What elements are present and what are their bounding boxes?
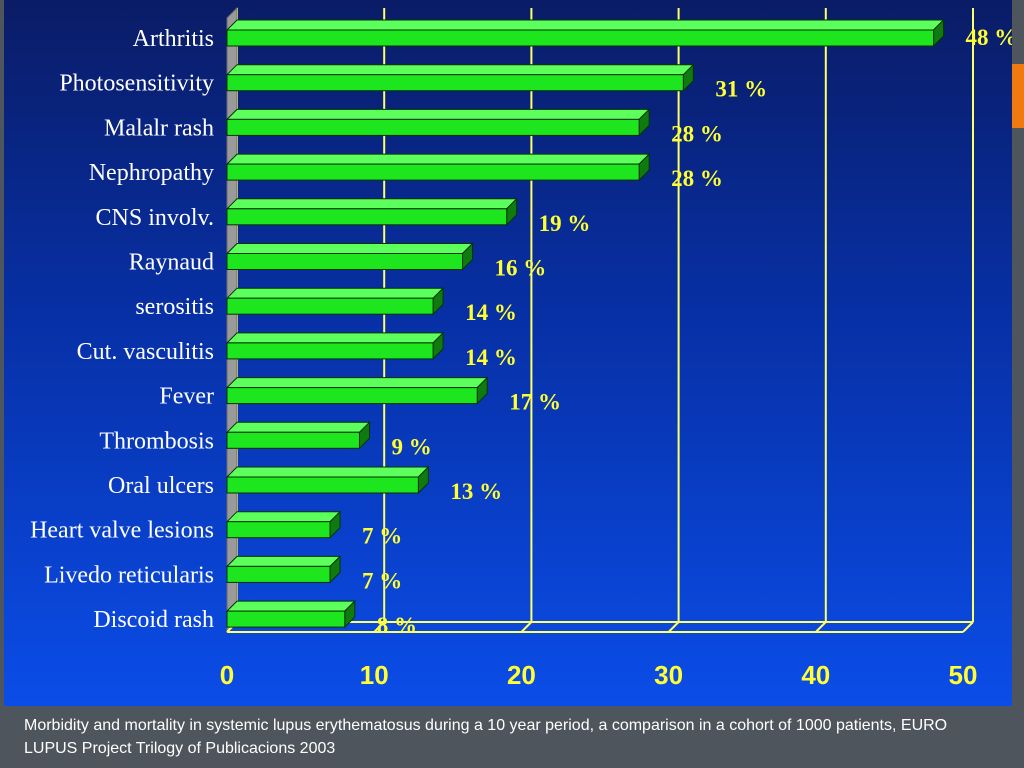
bar xyxy=(225,286,445,316)
value-label: 7 % xyxy=(362,524,402,549)
category-label: Malalr rash xyxy=(104,115,214,141)
x-tick-labels: 0 10 20 30 40 50 xyxy=(220,660,978,690)
bar xyxy=(225,242,474,271)
tick-mark xyxy=(667,621,680,633)
category-label: Fever xyxy=(159,384,214,410)
category-label: CNS involv. xyxy=(96,205,214,231)
category-label: Photosensitivity xyxy=(59,71,214,97)
x-tick-label: 40 xyxy=(801,660,830,690)
tick-mark xyxy=(373,621,385,633)
bar xyxy=(225,555,342,584)
bar-top-face xyxy=(225,511,342,523)
chart-panel: Arthritis Photosensitivity Malalr rash Neph… xyxy=(4,0,1012,706)
bar-front-face xyxy=(226,253,464,270)
tick-mark xyxy=(520,621,533,633)
slide-accent-tab xyxy=(1012,64,1024,128)
value-label: 16 % xyxy=(495,256,547,281)
value-label: 17 % xyxy=(509,390,561,415)
bar-top-face xyxy=(225,555,342,567)
bar-front-face xyxy=(226,342,434,360)
bar xyxy=(225,63,695,92)
bar xyxy=(225,331,445,361)
category-label: Heart valve lesions xyxy=(30,518,214,544)
bar-top-face xyxy=(225,287,445,299)
value-label: 19 % xyxy=(539,211,591,236)
value-labels: 48 % 31 % 28 % 28 % 19 % 16 % 14 % 14 % 17 % 9 % 1… xyxy=(362,25,1012,638)
bar-front-face xyxy=(226,387,478,405)
bar xyxy=(225,376,489,405)
x-tick-label: 10 xyxy=(360,660,389,690)
bar-top-face xyxy=(225,153,651,165)
bar-front-face xyxy=(226,431,360,449)
category-label: Discoid rash xyxy=(93,607,214,633)
bar-top-face xyxy=(225,600,356,612)
bar-front-face xyxy=(226,163,640,181)
bar xyxy=(225,197,518,227)
bar-top-face xyxy=(225,421,371,433)
value-label: 48 % xyxy=(966,25,1012,50)
bars xyxy=(225,18,945,629)
bar-top-face xyxy=(225,332,445,344)
chart-caption: Morbidity and mortality in systemic lupu… xyxy=(24,717,948,757)
value-label: 7 % xyxy=(362,568,402,593)
x-tick-label: 30 xyxy=(654,660,683,690)
category-label: serositis xyxy=(135,294,214,320)
x-tick-label: 50 xyxy=(949,660,978,690)
value-label: 28 % xyxy=(671,166,723,191)
bar-top-face xyxy=(225,377,489,389)
bar xyxy=(225,152,651,182)
bar-front-face xyxy=(226,565,331,583)
plot-left-wall xyxy=(226,6,238,634)
grid-lines xyxy=(226,6,974,634)
bar-front-face xyxy=(226,610,346,628)
bar-front-face xyxy=(226,118,640,136)
category-label: Cut. vasculitis xyxy=(77,339,214,365)
tick-mark xyxy=(815,621,827,633)
category-labels: Arthritis Photosensitivity Malalr rash Neph… xyxy=(30,26,214,633)
category-label: Oral ulcers xyxy=(108,473,214,499)
bar-top-face xyxy=(225,108,651,120)
category-label: Arthritis xyxy=(133,26,214,52)
bar xyxy=(225,421,371,450)
category-label: Livedo reticularis xyxy=(44,562,214,588)
bar xyxy=(225,108,651,137)
bar-top-face xyxy=(225,243,474,254)
value-label: 14 % xyxy=(465,345,517,370)
category-label: Thrombosis xyxy=(99,428,214,454)
bar-front-face xyxy=(226,208,508,226)
bar-top-face xyxy=(225,198,518,210)
bar xyxy=(225,18,945,48)
value-label: 14 % xyxy=(465,300,517,325)
x-tick-label: 20 xyxy=(507,660,536,690)
value-label: 9 % xyxy=(391,434,431,459)
bar xyxy=(225,599,356,629)
value-label: 31 % xyxy=(715,77,767,102)
bar-front-face xyxy=(226,29,935,47)
bar-front-face xyxy=(226,521,331,539)
x-tick-label: 0 xyxy=(220,660,234,690)
bar-top-face xyxy=(225,466,430,478)
bar-top-face xyxy=(225,64,695,76)
value-label: 8 % xyxy=(377,613,417,638)
bar-front-face xyxy=(226,74,684,92)
bar-top-face xyxy=(225,19,945,31)
bar xyxy=(225,510,342,539)
bar-front-face xyxy=(226,297,434,315)
tick-mark xyxy=(962,621,974,633)
bar-chart: Arthritis Photosensitivity Malalr rash Neph… xyxy=(30,6,1012,690)
value-label: 28 % xyxy=(671,121,723,146)
value-label: 13 % xyxy=(450,479,502,504)
bar xyxy=(225,465,430,495)
bar-front-face xyxy=(226,476,419,494)
category-label: Raynaud xyxy=(129,250,214,276)
category-label: Nephropathy xyxy=(89,160,214,186)
